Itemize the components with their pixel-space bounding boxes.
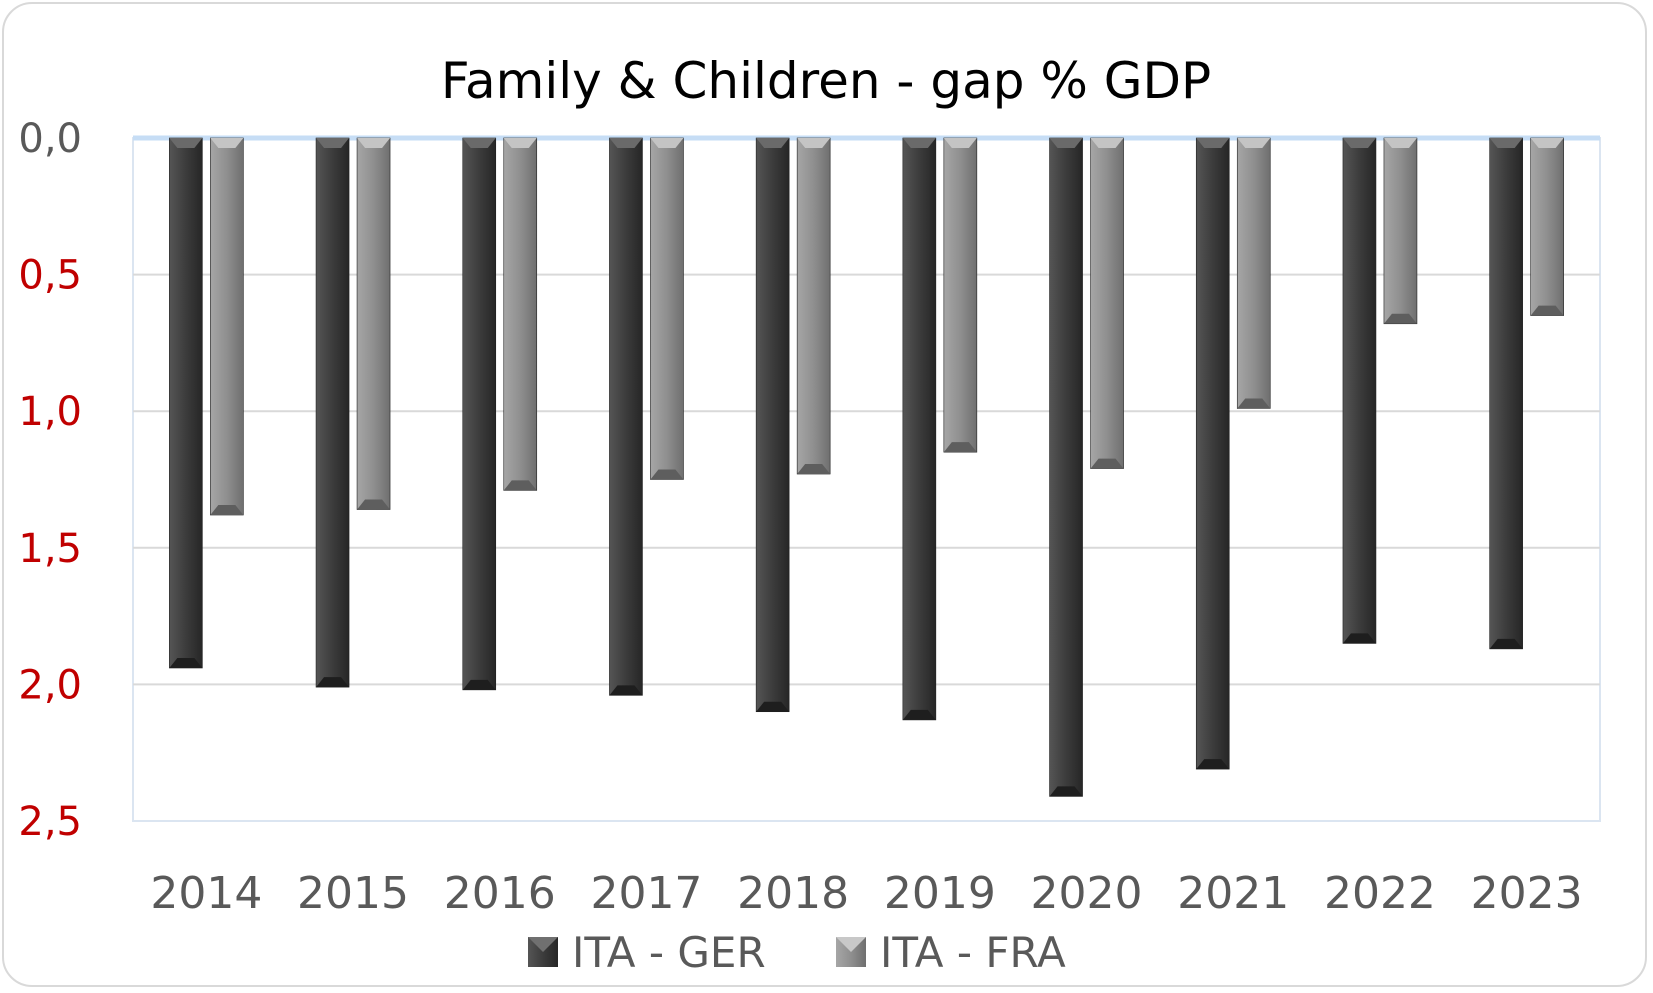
x-tick-label: 2021 — [1177, 868, 1289, 919]
x-tick-label: 2017 — [590, 868, 702, 919]
legend-label: ITA - FRA — [880, 928, 1066, 977]
bar — [1342, 137, 1377, 644]
bars — [169, 137, 1564, 797]
x-tick-label: 2018 — [737, 868, 849, 919]
bar — [902, 137, 937, 721]
bar — [1049, 137, 1083, 797]
y-tick-label: 2,5 — [18, 799, 82, 845]
plot-area — [132, 137, 1601, 822]
x-tick-label: 2016 — [444, 868, 556, 919]
y-axis: 0,0 0,5 1,0 1,5 2,0 2,5 — [18, 116, 82, 845]
legend-item: ITA - GER — [528, 928, 766, 977]
bar — [503, 137, 538, 491]
bar — [210, 137, 244, 516]
y-tick-label: 2,0 — [18, 662, 82, 708]
bar — [943, 137, 978, 453]
bar — [356, 137, 391, 510]
bar — [1195, 137, 1230, 770]
bar — [1489, 137, 1523, 650]
bar — [1236, 137, 1271, 409]
x-tick-label: 2015 — [297, 868, 409, 919]
y-tick-label: 0,0 — [18, 116, 82, 162]
x-tick-label: 2023 — [1471, 868, 1583, 919]
legend-item: ITA - FRA — [836, 928, 1066, 977]
x-tick-label: 2022 — [1324, 868, 1436, 919]
bar — [462, 137, 497, 691]
x-tick-label: 2020 — [1031, 868, 1143, 919]
bar — [169, 137, 203, 669]
legend: ITA - GER ITA - FRA — [528, 928, 1066, 977]
x-tick-label: 2014 — [150, 868, 262, 919]
y-tick-label: 0,5 — [18, 253, 82, 299]
bar — [1383, 137, 1418, 325]
grid-lines — [132, 135, 1601, 822]
legend-label: ITA - GER — [572, 928, 766, 977]
x-axis: 2014 2015 2016 2017 2018 2019 2020 2021 2022 2023 — [150, 868, 1582, 919]
bar — [1530, 137, 1564, 316]
bar — [650, 137, 684, 480]
x-tick-label: 2019 — [884, 868, 996, 919]
y-tick-label: 1,5 — [18, 526, 82, 572]
y-tick-label: 1,0 — [18, 389, 82, 435]
bar — [609, 137, 643, 696]
bar — [1090, 137, 1124, 469]
bar — [755, 137, 790, 713]
bar — [315, 137, 350, 688]
bar — [796, 137, 831, 475]
chart-title: Family & Children - gap % GDP — [441, 52, 1211, 110]
